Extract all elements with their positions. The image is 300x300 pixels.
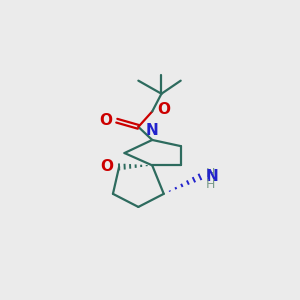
Text: H: H: [206, 178, 215, 191]
Text: O: O: [101, 159, 114, 174]
Text: N: N: [146, 123, 159, 138]
Text: N: N: [206, 169, 219, 184]
Text: O: O: [99, 113, 112, 128]
Text: H: H: [206, 167, 215, 180]
Text: O: O: [157, 102, 170, 117]
